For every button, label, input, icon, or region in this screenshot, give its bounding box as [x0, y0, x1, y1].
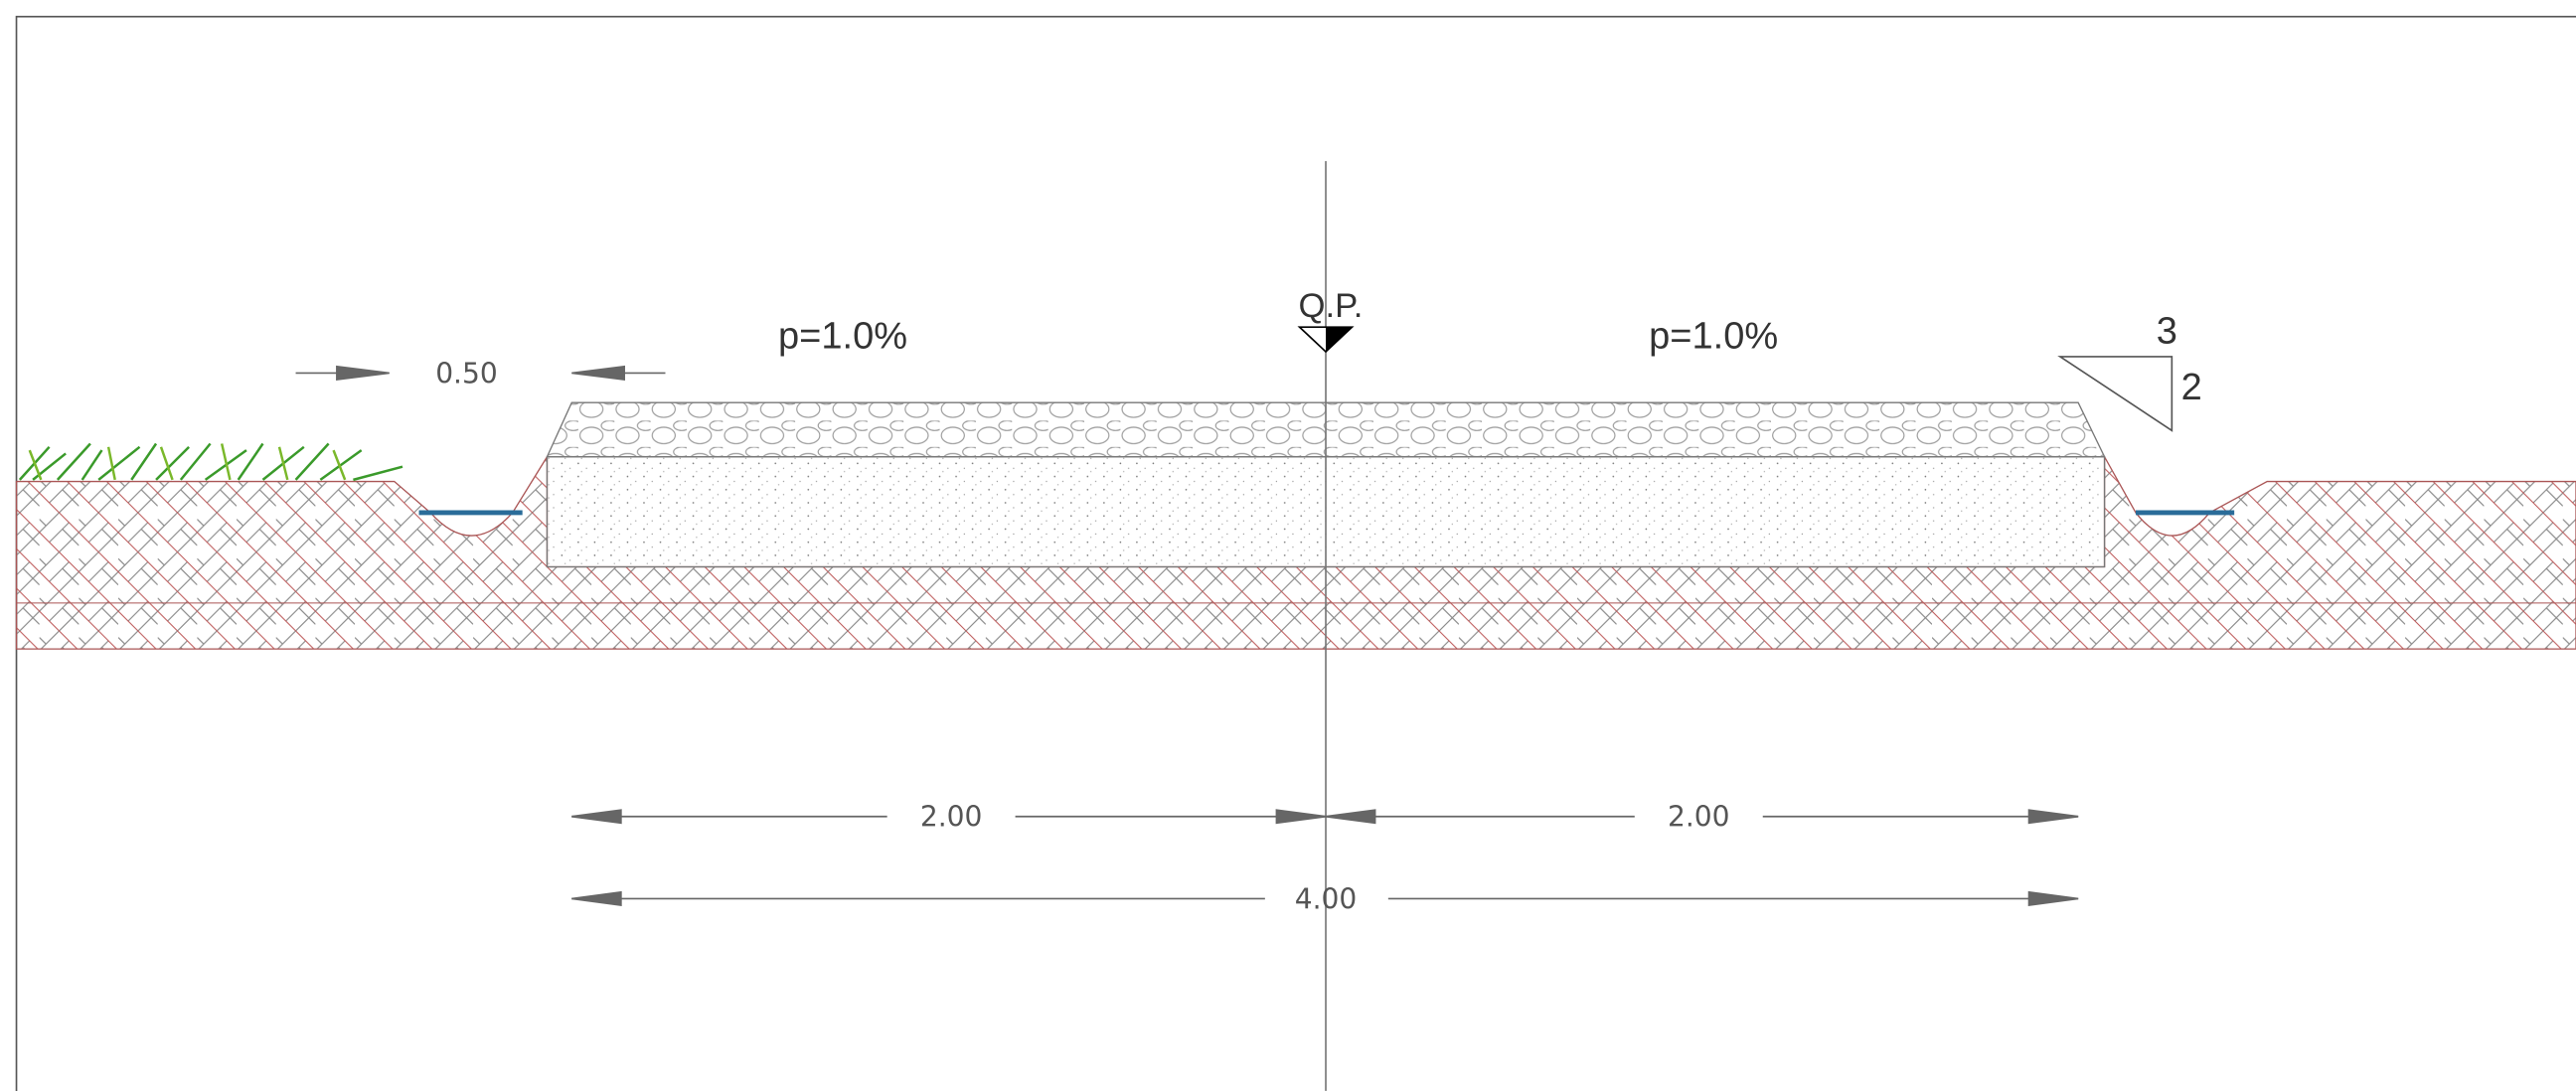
grass — [18, 442, 403, 482]
level-marker-fill — [1326, 327, 1353, 352]
dimension-label: 4.00 — [1295, 882, 1358, 915]
slope-label: p=1.0% — [778, 316, 907, 358]
dimension-label: 0.50 — [435, 357, 498, 390]
dimension-label: 2.00 — [1668, 801, 1730, 834]
dimension-label: 2.00 — [920, 801, 983, 834]
dimension-lines — [295, 365, 2079, 906]
ratio-label: 2 — [2181, 367, 2202, 408]
axis-label: Q.P. — [1299, 287, 1364, 325]
slope-triangle — [2057, 356, 2174, 432]
slope-label: p=1.0% — [1649, 316, 1778, 358]
ratio-label: 3 — [2157, 311, 2177, 353]
